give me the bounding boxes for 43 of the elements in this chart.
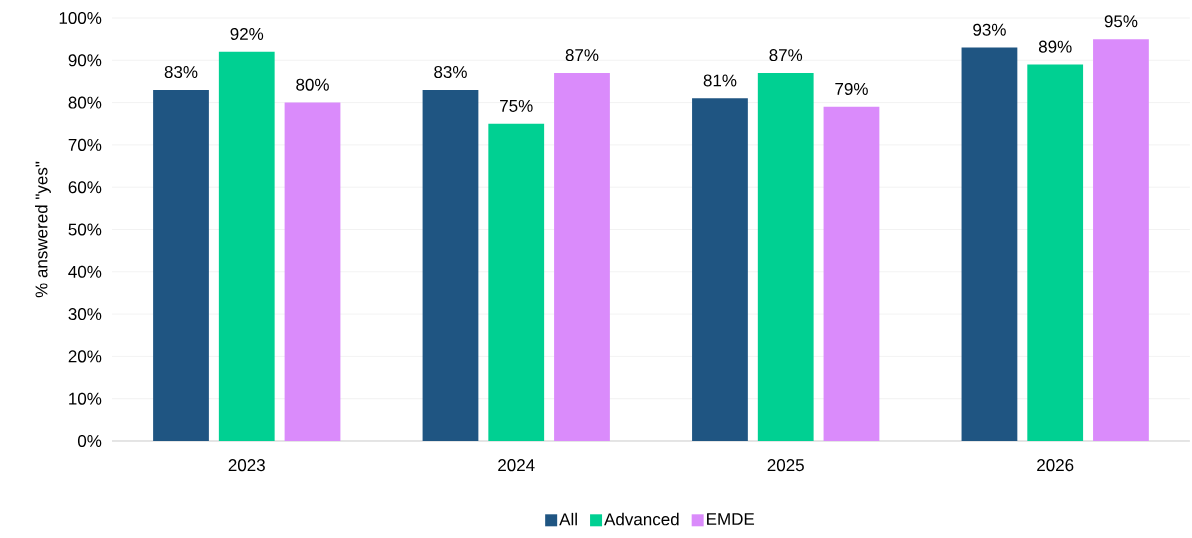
data-label: 80% (296, 78, 329, 91)
y-axis-title: % answered "yes" (35, 161, 51, 298)
y-tick-label: 90% (68, 54, 102, 67)
y-tick-label: 20% (68, 350, 102, 363)
bar (422, 89, 479, 441)
x-tick-label: 2023 (228, 459, 265, 472)
bar (554, 72, 610, 441)
y-tick-label: 30% (68, 308, 102, 321)
bar (1027, 64, 1084, 441)
bar (488, 123, 545, 441)
bar (823, 106, 880, 441)
data-label: 87% (769, 49, 803, 62)
bar (284, 102, 341, 441)
bar (1093, 39, 1149, 441)
x-tick-label: 2025 (767, 459, 804, 472)
bar (961, 47, 1018, 441)
y-tick-label: 40% (68, 265, 102, 278)
bar (218, 51, 275, 441)
data-label: 89% (1038, 40, 1072, 53)
data-label: 87% (565, 49, 599, 62)
bar (153, 89, 209, 441)
data-label: 92% (230, 27, 264, 40)
legend-label: EMDE (707, 513, 755, 525)
data-label: 83% (434, 66, 467, 79)
data-label: 81% (703, 74, 737, 87)
y-tick-label: 0% (77, 434, 102, 448)
bar (692, 98, 748, 441)
y-tick-label: 80% (68, 96, 102, 109)
data-label: 75% (500, 99, 533, 112)
bar (757, 72, 814, 441)
data-label: 79% (835, 82, 868, 95)
data-label: 83% (164, 66, 198, 79)
data-label: 95% (1104, 15, 1138, 28)
legend-label: All (559, 512, 577, 526)
x-tick-label: 2026 (1037, 459, 1074, 472)
data-label: 93% (973, 23, 1006, 36)
x-tick-label: 2024 (498, 459, 535, 472)
y-tick-label: 100% (59, 11, 102, 25)
y-tick-label: 10% (69, 392, 102, 405)
y-tick-label: 60% (68, 181, 102, 194)
y-tick-label: 50% (68, 223, 102, 236)
legend-label: Advanced (604, 512, 679, 526)
y-tick-label: 70% (68, 138, 102, 151)
